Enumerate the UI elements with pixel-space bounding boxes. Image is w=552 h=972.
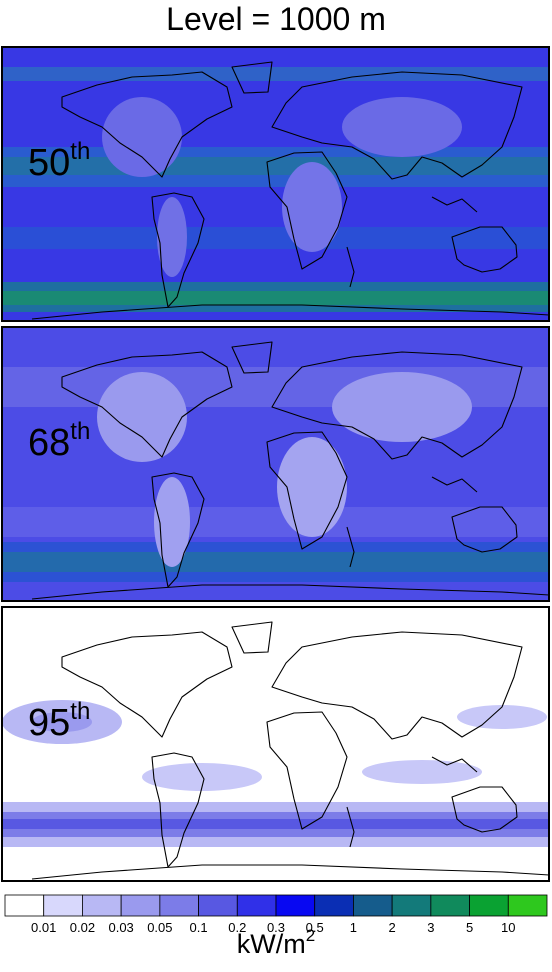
unit-exponent: 2 bbox=[306, 926, 315, 945]
colorbar-label: 0.1 bbox=[190, 920, 208, 935]
colorbar: 0.01 0.02 0.03 0.05 0.1 0.2 0.3 0.5 1 2 3 5 10 bbox=[4, 894, 548, 935]
colorbar-label: 5 bbox=[466, 920, 473, 935]
colorbar-label: 0.3 bbox=[267, 920, 285, 935]
map-panel bbox=[1, 326, 550, 602]
colorbar-box bbox=[159, 894, 199, 917]
colorbar-box bbox=[82, 894, 122, 917]
unit-base: kW/m bbox=[237, 929, 306, 959]
colorbar-box bbox=[507, 894, 548, 917]
colorbar-box bbox=[314, 894, 354, 917]
colorbar-label: 2 bbox=[389, 920, 396, 935]
panel-number: 95 bbox=[28, 702, 70, 744]
panel-suffix: th bbox=[70, 138, 90, 165]
panel-number: 50 bbox=[28, 142, 70, 184]
colorbar-label: 0.03 bbox=[108, 920, 133, 935]
colorbar-label: 1 bbox=[350, 920, 357, 935]
colorbar-box bbox=[469, 894, 509, 917]
unit-label: kW/m2 bbox=[237, 926, 315, 959]
panel-label: 95th bbox=[28, 698, 90, 744]
colorbar-box bbox=[43, 894, 83, 917]
colorbar-label: 0.2 bbox=[228, 920, 246, 935]
colorbar-box bbox=[391, 894, 432, 917]
colorbar-box bbox=[275, 894, 316, 917]
colorbar-box bbox=[353, 894, 393, 917]
map-panel bbox=[1, 46, 550, 322]
colorbar-box bbox=[236, 894, 277, 917]
panel-label: 50th bbox=[28, 138, 90, 184]
panel-suffix: th bbox=[70, 698, 90, 725]
colorbar-label: 10 bbox=[501, 920, 515, 935]
colorbar-label: 0.01 bbox=[31, 920, 56, 935]
colorbar-label: 0.05 bbox=[147, 920, 172, 935]
colorbar-box bbox=[120, 894, 161, 917]
colorbar-label: 0.5 bbox=[306, 920, 324, 935]
map-panel bbox=[1, 606, 550, 882]
colorbar-box bbox=[198, 894, 238, 917]
colorbar-box bbox=[430, 894, 470, 917]
title: Level = 1000 m bbox=[166, 1, 386, 37]
colorbar-label: 0.02 bbox=[70, 920, 95, 935]
colorbar-label: 3 bbox=[427, 920, 434, 935]
panel-label: 68th bbox=[28, 418, 90, 464]
panel-suffix: th bbox=[70, 418, 90, 445]
panel-number: 68 bbox=[28, 422, 70, 464]
colorbar-box bbox=[4, 894, 45, 917]
